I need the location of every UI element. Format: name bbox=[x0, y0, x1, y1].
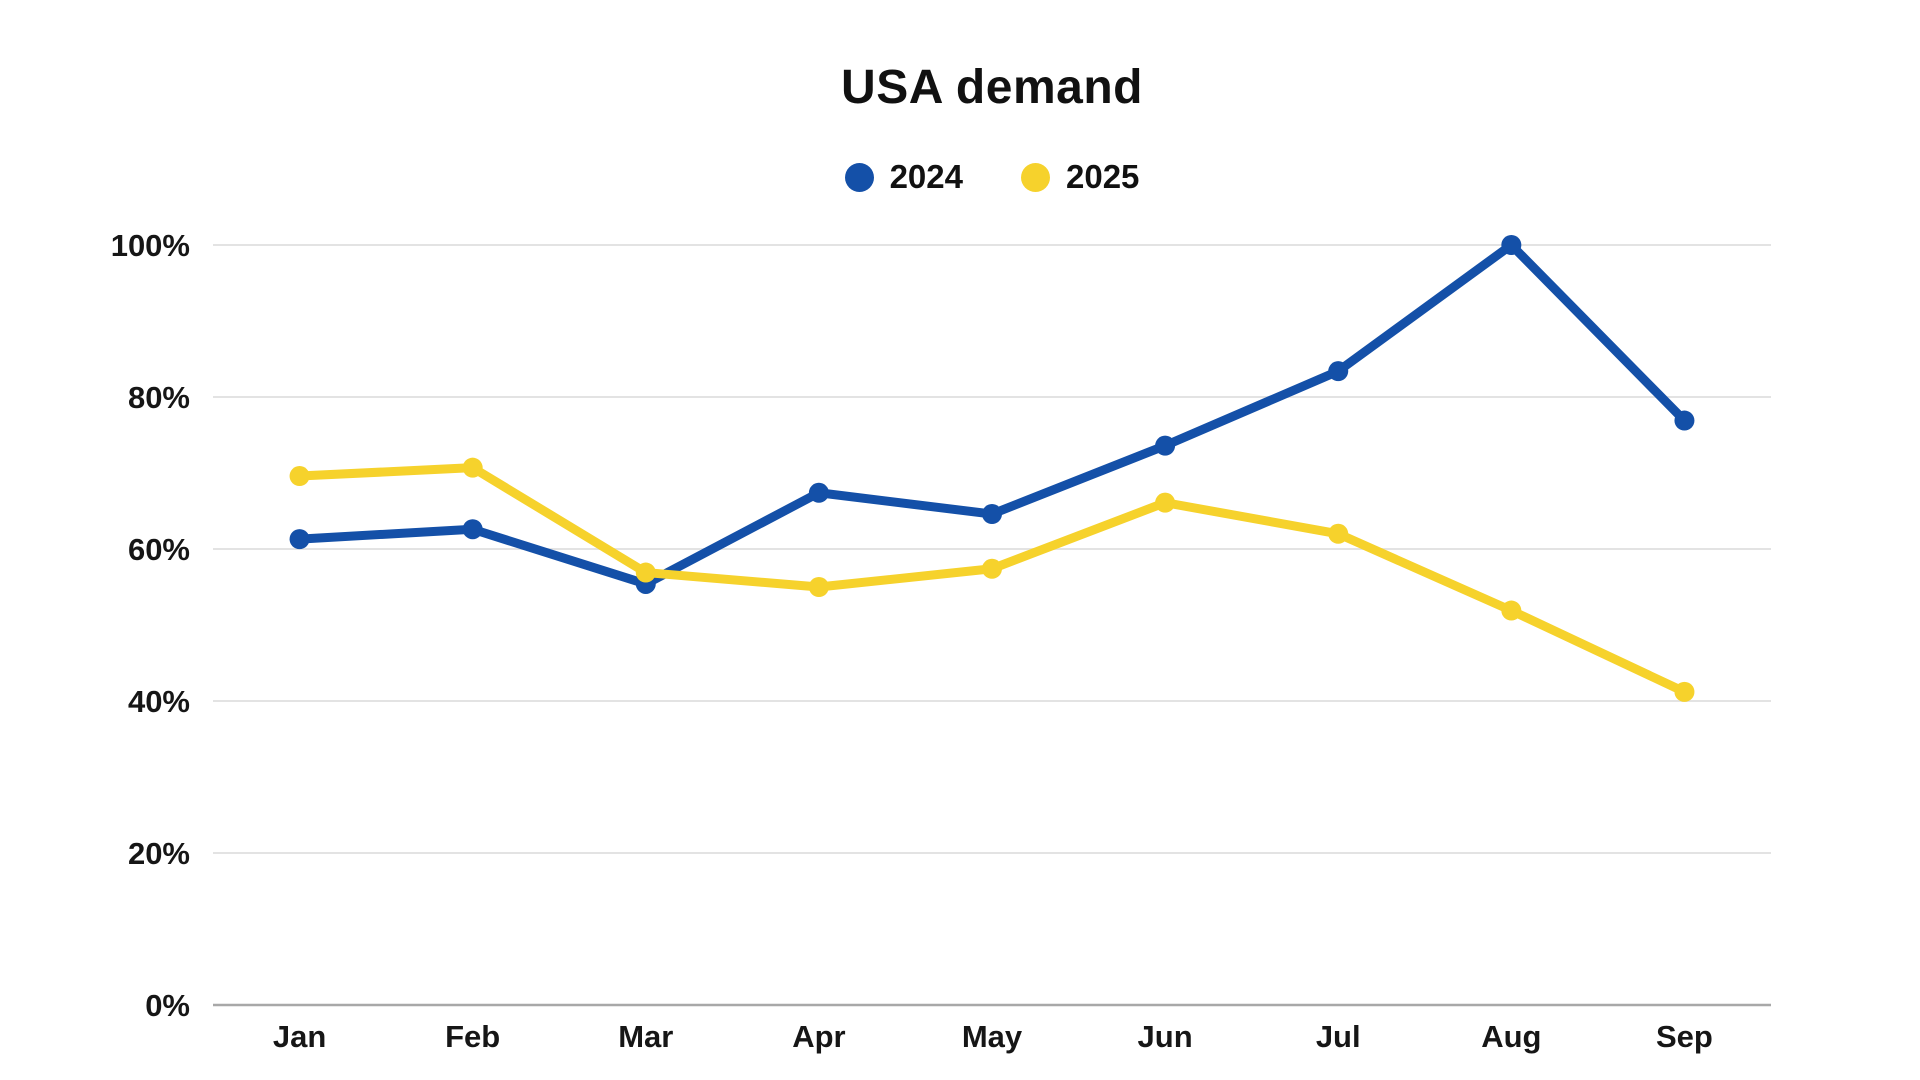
legend-label-2024: 2024 bbox=[889, 158, 963, 195]
y-tick-label-100: 100% bbox=[111, 228, 190, 263]
series-line-2025 bbox=[295, 463, 1689, 697]
data-point-2024-jan bbox=[289, 529, 310, 550]
y-tick-label-40: 40% bbox=[128, 684, 190, 719]
x-tick-label-jun: Jun bbox=[1138, 1019, 1193, 1054]
y-tick-label-80: 80% bbox=[128, 380, 190, 415]
data-point-2025-may bbox=[982, 558, 1002, 579]
y-tick-label-60: 60% bbox=[128, 532, 190, 567]
data-point-2024-feb bbox=[462, 519, 483, 540]
data-point-2025-apr bbox=[808, 577, 829, 597]
data-point-2025-jul bbox=[1328, 523, 1349, 544]
chart-title: USA demand bbox=[841, 61, 1143, 114]
x-tick-label-jul: Jul bbox=[1316, 1019, 1361, 1054]
data-point-2025-feb bbox=[462, 457, 483, 478]
y-tick-label-20: 20% bbox=[128, 836, 190, 871]
x-tick-label-mar: Mar bbox=[618, 1019, 673, 1054]
data-point-2024-jul bbox=[1328, 361, 1349, 382]
legend-label-2025: 2025 bbox=[1066, 158, 1140, 195]
data-point-2025-sep bbox=[1674, 681, 1695, 702]
x-tick-label-jan: Jan bbox=[273, 1019, 326, 1054]
x-tick-label-may: May bbox=[962, 1019, 1023, 1054]
data-point-2025-jun bbox=[1155, 492, 1176, 513]
x-tick-label-sep: Sep bbox=[1656, 1019, 1713, 1054]
data-point-2024-sep bbox=[1674, 410, 1695, 431]
data-point-2024-aug bbox=[1501, 235, 1522, 255]
data-point-2024-apr bbox=[808, 482, 829, 503]
data-point-2025-aug bbox=[1501, 600, 1522, 621]
x-tick-label-feb: Feb bbox=[445, 1019, 500, 1054]
legend-item-2024: 2024 bbox=[844, 158, 963, 196]
data-point-2024-jun bbox=[1155, 435, 1176, 456]
data-point-2025-jan bbox=[289, 466, 310, 487]
legend-item-2025: 2025 bbox=[1021, 158, 1139, 196]
data-point-2024-may bbox=[982, 504, 1002, 525]
legend-swatch-2025-icon bbox=[1021, 162, 1050, 192]
x-tick-label-aug: Aug bbox=[1481, 1019, 1541, 1054]
series-line-2024 bbox=[295, 240, 1689, 589]
legend: 2024 2025 bbox=[213, 158, 1771, 196]
legend-swatch-2024-icon bbox=[844, 162, 874, 192]
x-tick-label-apr: Apr bbox=[792, 1019, 845, 1054]
data-point-2025-mar bbox=[635, 562, 656, 583]
y-tick-label-0: 0% bbox=[145, 988, 190, 1023]
